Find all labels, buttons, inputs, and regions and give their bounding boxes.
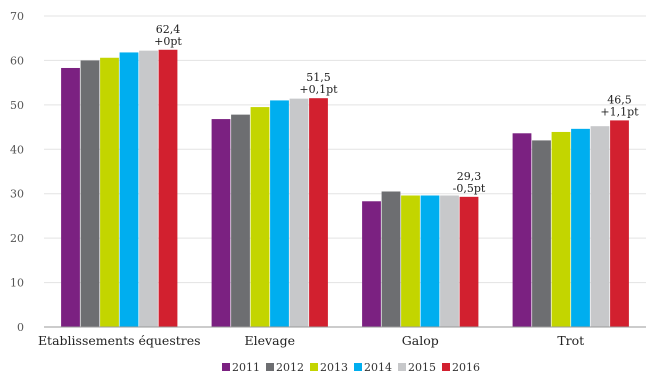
legend-swatch-2012 — [266, 363, 274, 371]
bar-2011 — [61, 67, 80, 327]
legend-swatch-2011 — [222, 363, 230, 371]
legend-label: 2011 — [232, 361, 260, 374]
bar-2013 — [551, 131, 571, 327]
legend-label: 2013 — [320, 361, 348, 374]
y-tick-label: 60 — [10, 54, 24, 67]
annotation-change: +0,1pt — [299, 83, 338, 96]
bar-2015 — [590, 126, 610, 327]
axes: 0 10 20 30 40 50 60 70 Etablissements équestres E… — [10, 10, 646, 348]
legend-label: 2015 — [408, 361, 436, 374]
annotation-value: 46,5 — [607, 93, 632, 106]
x-tick-label: Trot — [557, 333, 584, 348]
bar-2013 — [100, 57, 119, 328]
bar-2016 — [610, 120, 629, 328]
y-tick-label: 20 — [10, 232, 24, 245]
bar-2016 — [459, 196, 479, 327]
legend-label: 2016 — [452, 361, 480, 374]
bar-2012 — [532, 140, 551, 327]
bar-2011 — [512, 133, 532, 327]
x-tick-label: Elevage — [245, 333, 295, 348]
annotation-change: -0,5pt — [453, 182, 486, 195]
x-tick-label: Etablissements équestres — [38, 333, 201, 348]
bar-2012 — [231, 114, 250, 327]
bar-2015 — [440, 195, 459, 327]
bars — [61, 49, 629, 328]
bar-2011 — [211, 119, 231, 328]
y-tick-label: 40 — [10, 143, 24, 156]
x-tick-label: Galop — [402, 333, 439, 348]
y-tick-label: 0 — [17, 321, 24, 334]
y-tick-label: 50 — [10, 99, 24, 112]
annotation-value: 51,5 — [306, 71, 331, 84]
legend: 2011 2012 2013 2014 2015 2016 — [222, 361, 480, 374]
bar-2014 — [420, 195, 440, 327]
bar-2015 — [289, 98, 309, 327]
bar-2014 — [119, 52, 139, 327]
legend-label: 2014 — [364, 361, 392, 374]
bar-2014 — [571, 128, 590, 327]
annotation-value: 29,3 — [457, 170, 482, 183]
bar-2012 — [80, 60, 100, 328]
annotation-change: +0pt — [154, 35, 182, 48]
legend-swatch-2016 — [442, 363, 450, 371]
annotation-value: 62,4 — [156, 23, 181, 36]
bar-2012 — [381, 191, 401, 327]
y-tick-label: 70 — [10, 10, 24, 23]
y-tick-label: 30 — [10, 188, 24, 201]
legend-label: 2012 — [276, 361, 304, 374]
legend-swatch-2015 — [398, 363, 406, 371]
legend-swatch-2013 — [310, 363, 318, 371]
legend-swatch-2014 — [354, 363, 362, 371]
bar-2015 — [139, 50, 158, 327]
bar-2011 — [362, 201, 381, 327]
annotations: 62,4+0pt 51,5+0,1pt 29,3-0,5pt 46,5+1,1pt — [154, 23, 639, 195]
annotation-change: +1,1pt — [600, 105, 639, 118]
bar-2016 — [309, 98, 328, 327]
y-tick-label: 10 — [10, 277, 24, 290]
bar-2013 — [250, 107, 270, 327]
bar-2016 — [158, 49, 178, 327]
bar-2014 — [270, 100, 289, 328]
bar-2013 — [401, 195, 420, 327]
